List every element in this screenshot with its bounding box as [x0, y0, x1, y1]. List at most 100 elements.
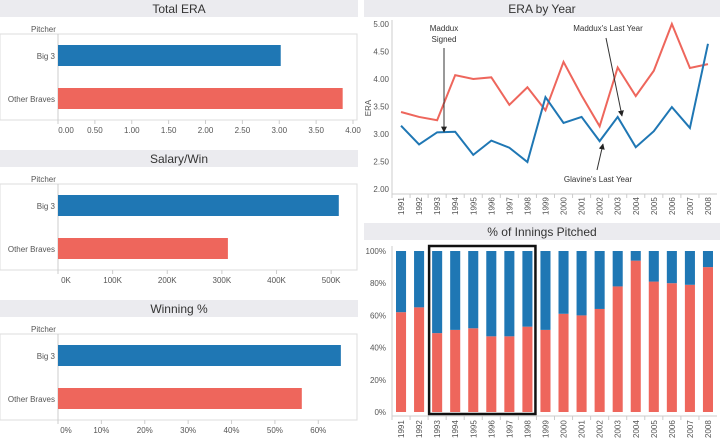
year-label: 2004	[632, 197, 641, 215]
year-label: 1992	[415, 420, 424, 438]
bar-big3	[468, 251, 479, 329]
year-label: 2002	[596, 420, 605, 438]
bar-big3	[648, 251, 659, 282]
bar-other-braves	[58, 388, 302, 409]
innings-pitched-chart: % of Innings Pitched 0% 20% 40% 60% 80% 100% 19…	[364, 223, 720, 438]
tick-label: 300K	[213, 276, 232, 285]
year-label: 2006	[668, 420, 677, 438]
year-label: 2004	[632, 420, 641, 438]
tick-label: 3.00	[271, 126, 287, 135]
category-label: Big 3	[37, 52, 56, 61]
tick-label: 50%	[267, 426, 283, 435]
chart-title: % of Innings Pitched	[487, 225, 596, 239]
bar-other-braves	[58, 238, 228, 259]
category-label: Other Braves	[8, 95, 55, 104]
year-label: 1991	[397, 420, 406, 438]
year-label: 1994	[451, 197, 460, 215]
tick-label: 10%	[93, 426, 109, 435]
bar-other	[486, 336, 497, 412]
line-other	[400, 21, 709, 129]
year-label: 2006	[668, 197, 677, 215]
annotation-maddux-signed: Signed	[432, 35, 457, 44]
bar-other	[468, 328, 479, 412]
bar-big3	[504, 251, 515, 337]
tick-label: 40%	[224, 426, 240, 435]
tick-label: 4.00	[345, 126, 361, 135]
bar-other	[612, 286, 623, 412]
chart-header	[364, 223, 720, 240]
bar-big3	[666, 251, 677, 284]
bar-chart-2: Winning % Pitcher Big 3 Other Braves 0% 10% 20…	[0, 300, 358, 435]
tick-label: 0K	[61, 276, 71, 285]
bar-chart-0: Total ERA Pitcher Big 3 Other Braves 0.00 0.5…	[0, 0, 361, 135]
year-label: 1997	[505, 420, 514, 438]
bar-big3	[450, 251, 461, 330]
bar-big-3	[58, 45, 281, 66]
chart-title: ERA by Year	[508, 2, 575, 16]
tick-label: 2.00	[198, 126, 214, 135]
chart-title: Salary/Win	[150, 152, 208, 166]
tick-label: 30%	[180, 426, 196, 435]
year-label: 1997	[505, 197, 514, 215]
bar-other	[648, 281, 659, 412]
y-axis-label: ERA	[364, 99, 373, 116]
year-label: 1995	[469, 197, 478, 215]
bar-other	[576, 315, 587, 412]
annotation-arrow	[596, 143, 605, 171]
tick-label: 3.50	[373, 103, 389, 112]
tick-label: 3.00	[373, 130, 389, 139]
year-label: 2005	[650, 420, 659, 438]
annotation-maddux-last-year: Maddux's Last Year	[573, 24, 643, 33]
tick-label: 4.00	[373, 75, 389, 84]
tick-label: 0.00	[58, 126, 74, 135]
plot-frame	[0, 183, 358, 271]
category-label: Other Braves	[8, 395, 55, 404]
year-label: 2003	[614, 197, 623, 215]
bar-big-3	[58, 345, 341, 366]
chart-header	[0, 0, 358, 17]
bar-big3	[702, 251, 713, 268]
tick-label: 80%	[370, 279, 386, 288]
bar-chart-1: Salary/Win Pitcher Big 3 Other Braves 0K 100K…	[0, 150, 358, 285]
bar-other	[594, 308, 605, 412]
year-label: 2005	[650, 197, 659, 215]
year-label: 2003	[614, 420, 623, 438]
tick-label: 400K	[267, 276, 286, 285]
tick-label: 40%	[370, 344, 386, 353]
bar-big3	[432, 251, 443, 334]
bar-big3	[612, 251, 623, 287]
bar-big-3	[58, 195, 339, 216]
bar-other	[630, 260, 641, 412]
year-label: 1991	[397, 197, 406, 215]
tick-label: 100K	[103, 276, 122, 285]
tick-label: 500K	[322, 276, 341, 285]
tick-label: 2.00	[373, 185, 389, 194]
tick-label: 4.50	[373, 48, 389, 57]
tick-label: 3.50	[308, 126, 324, 135]
axis-label: Pitcher	[31, 325, 56, 334]
year-label: 1998	[523, 420, 532, 438]
year-label: 1994	[451, 420, 460, 438]
bar-other	[414, 307, 425, 412]
category-label: Other Braves	[8, 245, 55, 254]
year-label: 2008	[704, 197, 713, 215]
tick-label: 2.50	[373, 158, 389, 167]
year-label: 2007	[686, 420, 695, 438]
annotation-glavine-last-year: Glavine's Last Year	[564, 175, 633, 184]
tick-label: 1.50	[161, 126, 177, 135]
plot-frame	[0, 333, 358, 421]
year-label: 2001	[578, 197, 587, 215]
bar-other	[684, 284, 695, 412]
year-label: 1992	[415, 197, 424, 215]
tick-label: 60%	[310, 426, 326, 435]
bar-other	[540, 329, 551, 412]
plot-frame	[0, 33, 358, 121]
highlight-box	[427, 244, 537, 416]
year-label: 2000	[560, 420, 569, 438]
bar-big3	[522, 251, 533, 327]
tick-label: 20%	[370, 376, 386, 385]
bar-big3	[576, 251, 587, 316]
tick-label: 0%	[60, 426, 72, 435]
year-label: 2008	[704, 420, 713, 438]
